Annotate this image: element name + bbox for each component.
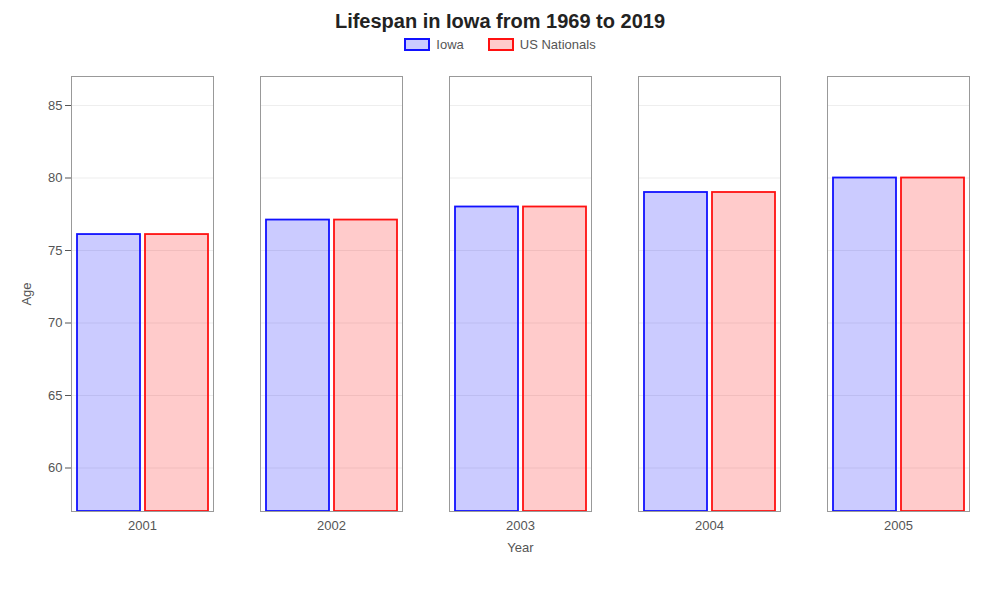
- svg-text:2001: 2001: [128, 518, 157, 533]
- svg-text:75: 75: [48, 243, 62, 258]
- svg-text:2004: 2004: [695, 518, 724, 533]
- svg-text:Year: Year: [507, 540, 534, 555]
- svg-text:2003: 2003: [506, 518, 535, 533]
- svg-text:2002: 2002: [317, 518, 346, 533]
- svg-text:2005: 2005: [884, 518, 913, 533]
- html-text:Iowa: Iowa: [436, 37, 464, 52]
- svg-text:Age: Age: [19, 282, 34, 305]
- svg-text:60: 60: [48, 460, 62, 475]
- svg-text:80: 80: [48, 170, 62, 185]
- html-text:Lifespan in Iowa from 1969 to: Lifespan in Iowa from 1969 to 2019: [334, 10, 665, 32]
- svg-text:85: 85: [48, 98, 62, 113]
- svg-text:65: 65: [48, 388, 62, 403]
- svg-text:70: 70: [48, 315, 62, 330]
- html-text:US Nationals: US Nationals: [519, 37, 596, 52]
